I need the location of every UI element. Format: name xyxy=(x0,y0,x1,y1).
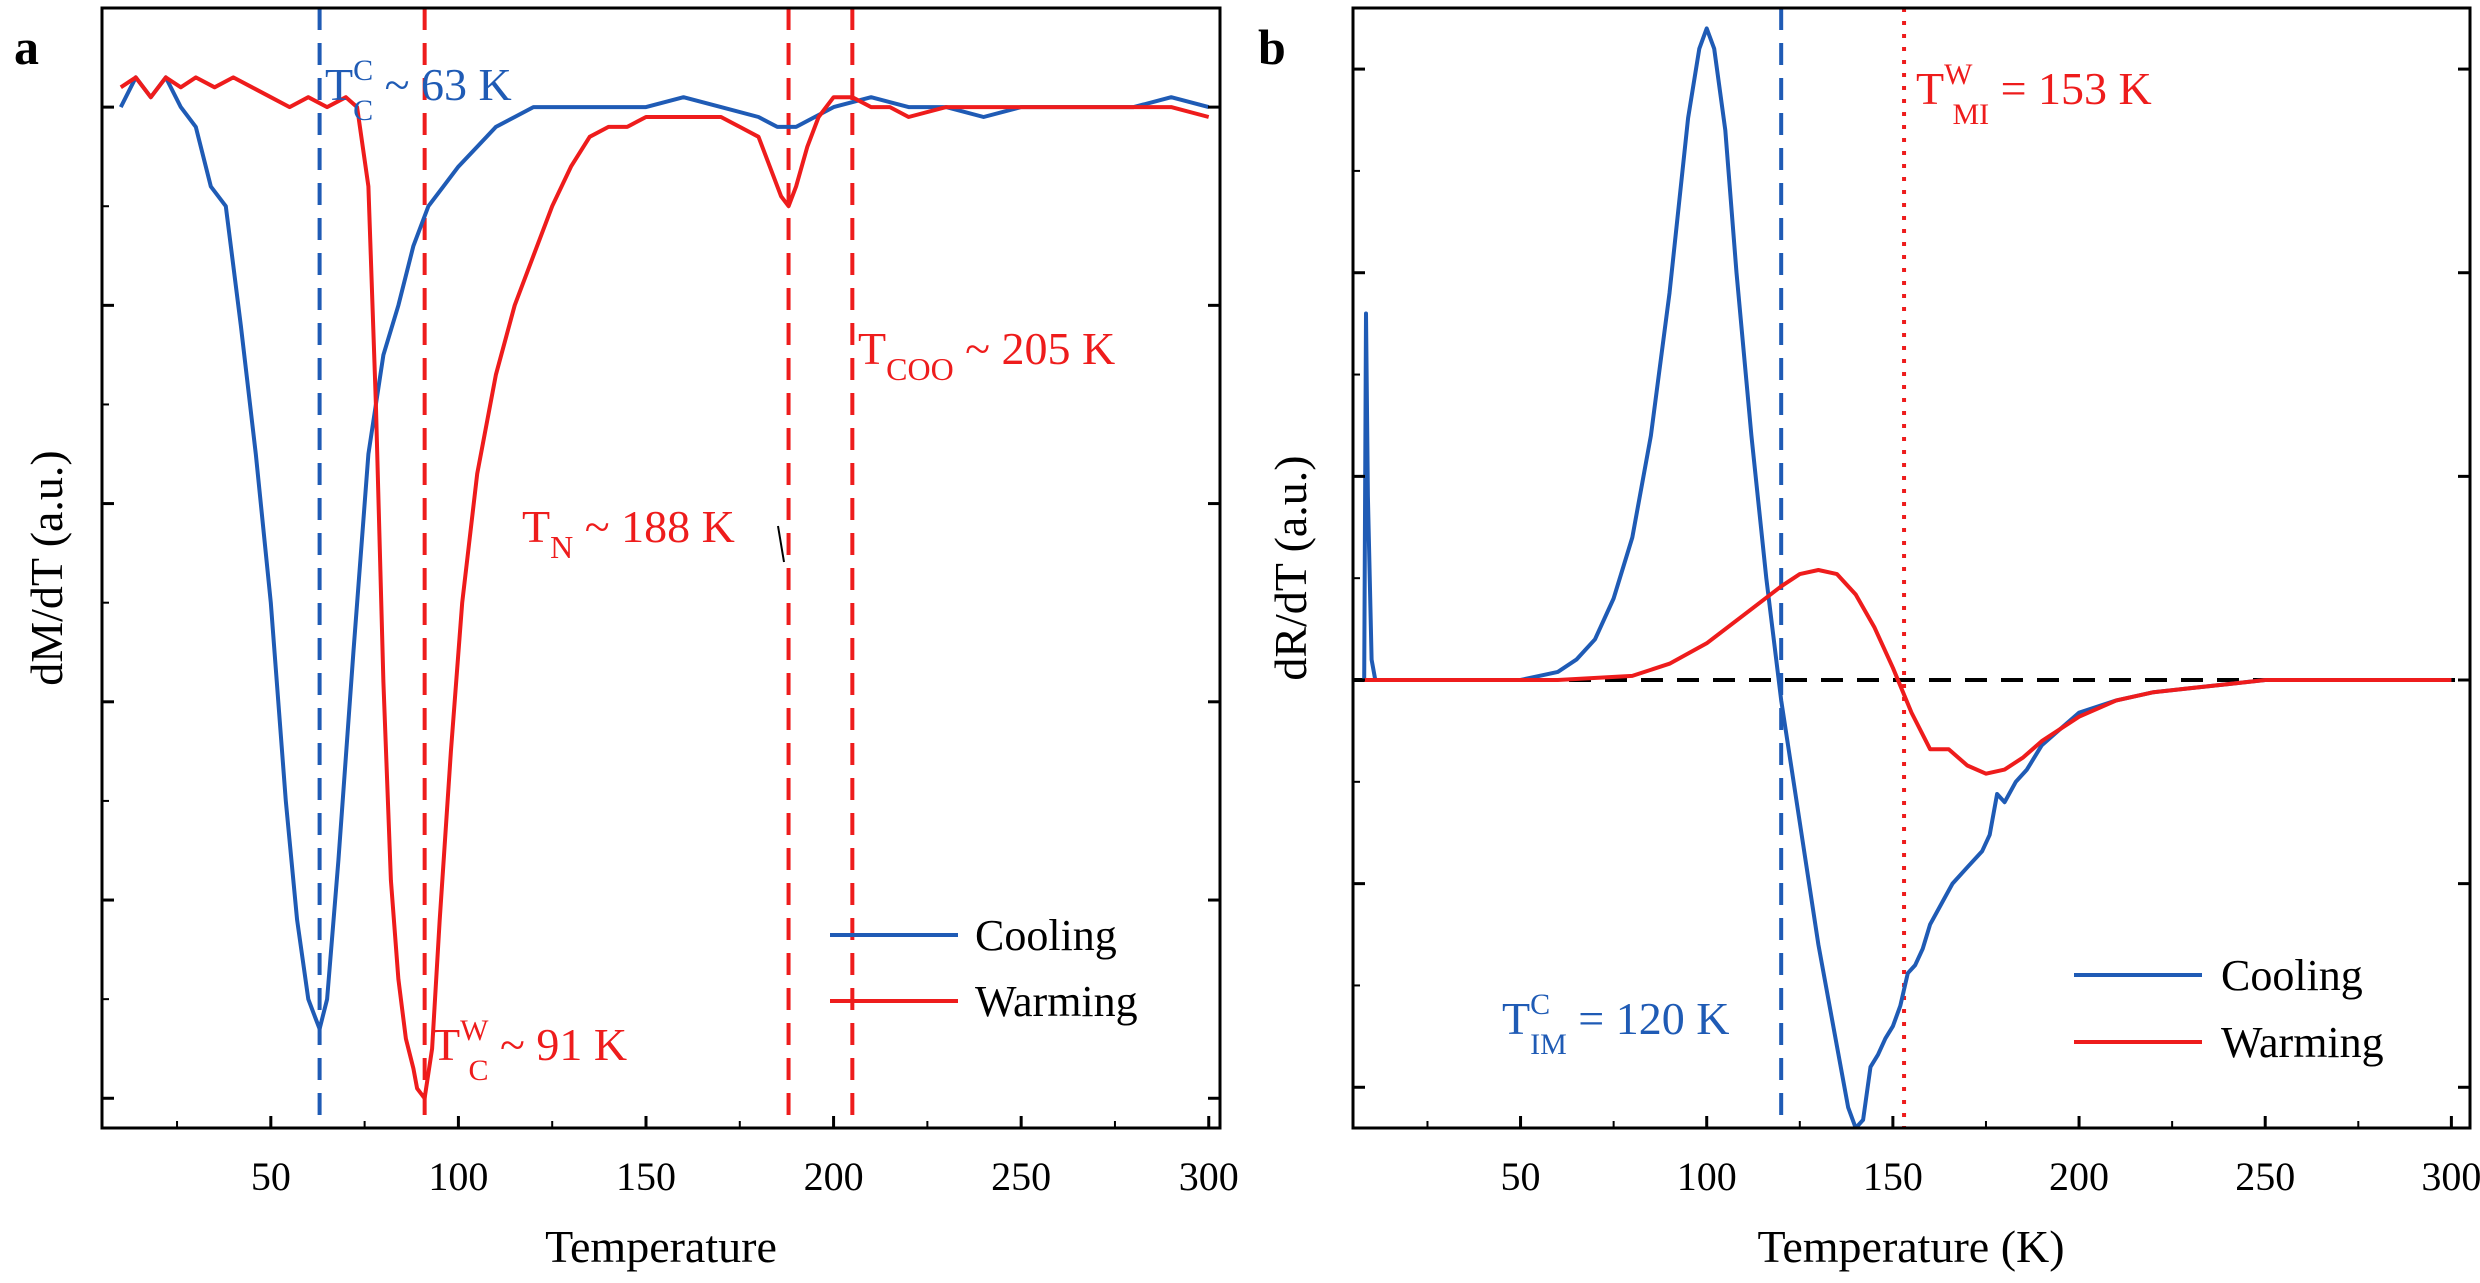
y-axis-label: dR/dT (a.u.) xyxy=(1265,455,1316,680)
tn-pointer-line xyxy=(777,525,785,563)
axes-frame xyxy=(1351,6,2472,1130)
annotation-base: T xyxy=(1502,993,1530,1044)
legend-label-warming: Warming xyxy=(2221,1018,2384,1067)
annotation-tcoo: TCOO ~ 205 K xyxy=(858,323,1115,387)
x-axis-label: Temperature (K) xyxy=(1757,1221,2064,1272)
x-tick-label-100: 100 xyxy=(1677,1154,1737,1199)
axes-frame xyxy=(100,6,1222,1130)
annotation-value: ~ 205 K xyxy=(954,323,1116,374)
x-tick-label-250: 250 xyxy=(991,1154,1051,1199)
x-axis-label: Temperature xyxy=(545,1221,777,1272)
annotation-superscript: C xyxy=(1530,988,1550,1021)
annotation-superscript: C xyxy=(353,54,373,87)
series-group xyxy=(119,75,1210,1101)
x-tick-label-300: 300 xyxy=(1179,1154,1239,1199)
annotation-subscript: C xyxy=(468,1054,488,1087)
x-tick-label-300: 300 xyxy=(2421,1154,2480,1199)
annotation-tc-warming: TW C ~ 91 K xyxy=(432,1014,627,1087)
annotation-value: = 153 K xyxy=(1989,63,2152,114)
annotation-tn: TN ~ 188 K xyxy=(522,501,735,565)
annotation-tim-cooling: TC IM = 120 K xyxy=(1502,988,1729,1061)
annotation-tc-cooling: TC C ~ 63 K xyxy=(325,54,512,127)
annotation-base: T xyxy=(432,1019,460,1070)
annotation-base: T xyxy=(325,59,353,110)
annotation-value: ~ 91 K xyxy=(488,1019,627,1070)
annotation-base: T xyxy=(522,501,550,552)
series-line-cooling xyxy=(119,75,1210,1031)
annotation-subscript: COO xyxy=(886,351,954,387)
panel-label: a xyxy=(14,19,39,75)
annotation-value: = 120 K xyxy=(1567,993,1730,1044)
annotation-tmi-warming: TW MI = 153 K xyxy=(1916,58,2152,131)
x-tick-label-50: 50 xyxy=(1501,1154,1541,1199)
panel-a: 50 100 150 200 250 300 Temperature dM/dT (a.u.)… xyxy=(14,6,1239,1272)
annotation-superscript: W xyxy=(460,1014,489,1047)
annotation-subscript: C xyxy=(353,94,373,127)
x-tick-label-250: 250 xyxy=(2235,1154,2295,1199)
series-line-warming xyxy=(1364,568,2452,776)
annotation-base: T xyxy=(1916,63,1944,114)
legend-label-cooling: Cooling xyxy=(975,911,1117,960)
y-axis-label: dM/dT (a.u.) xyxy=(21,450,72,686)
x-tick-label-150: 150 xyxy=(1863,1154,1923,1199)
annotation-value: ~ 188 K xyxy=(573,501,735,552)
x-tick-label-200: 200 xyxy=(804,1154,864,1199)
series-line-warming xyxy=(119,75,1210,1101)
series-group xyxy=(1362,26,2452,1128)
panel-label: b xyxy=(1258,19,1286,75)
legend-label-cooling: Cooling xyxy=(2221,951,2363,1000)
x-tick-label-150: 150 xyxy=(616,1154,676,1199)
legend-label-warming: Warming xyxy=(975,977,1138,1026)
x-tick-label-100: 100 xyxy=(428,1154,488,1199)
annotation-superscript: W xyxy=(1944,58,1973,91)
annotation-base: T xyxy=(858,323,886,374)
annotation-subscript: MI xyxy=(1952,98,1989,131)
annotation-subscript: N xyxy=(550,529,573,565)
annotation-value: ~ 63 K xyxy=(373,59,512,110)
x-tick-label-50: 50 xyxy=(251,1154,291,1199)
annotation-subscript: IM xyxy=(1530,1028,1567,1061)
x-tick-label-200: 200 xyxy=(2049,1154,2109,1199)
panel-b: 50 100 150 200 250 300 Temperature (K) dR/dT (a… xyxy=(1258,6,2480,1272)
